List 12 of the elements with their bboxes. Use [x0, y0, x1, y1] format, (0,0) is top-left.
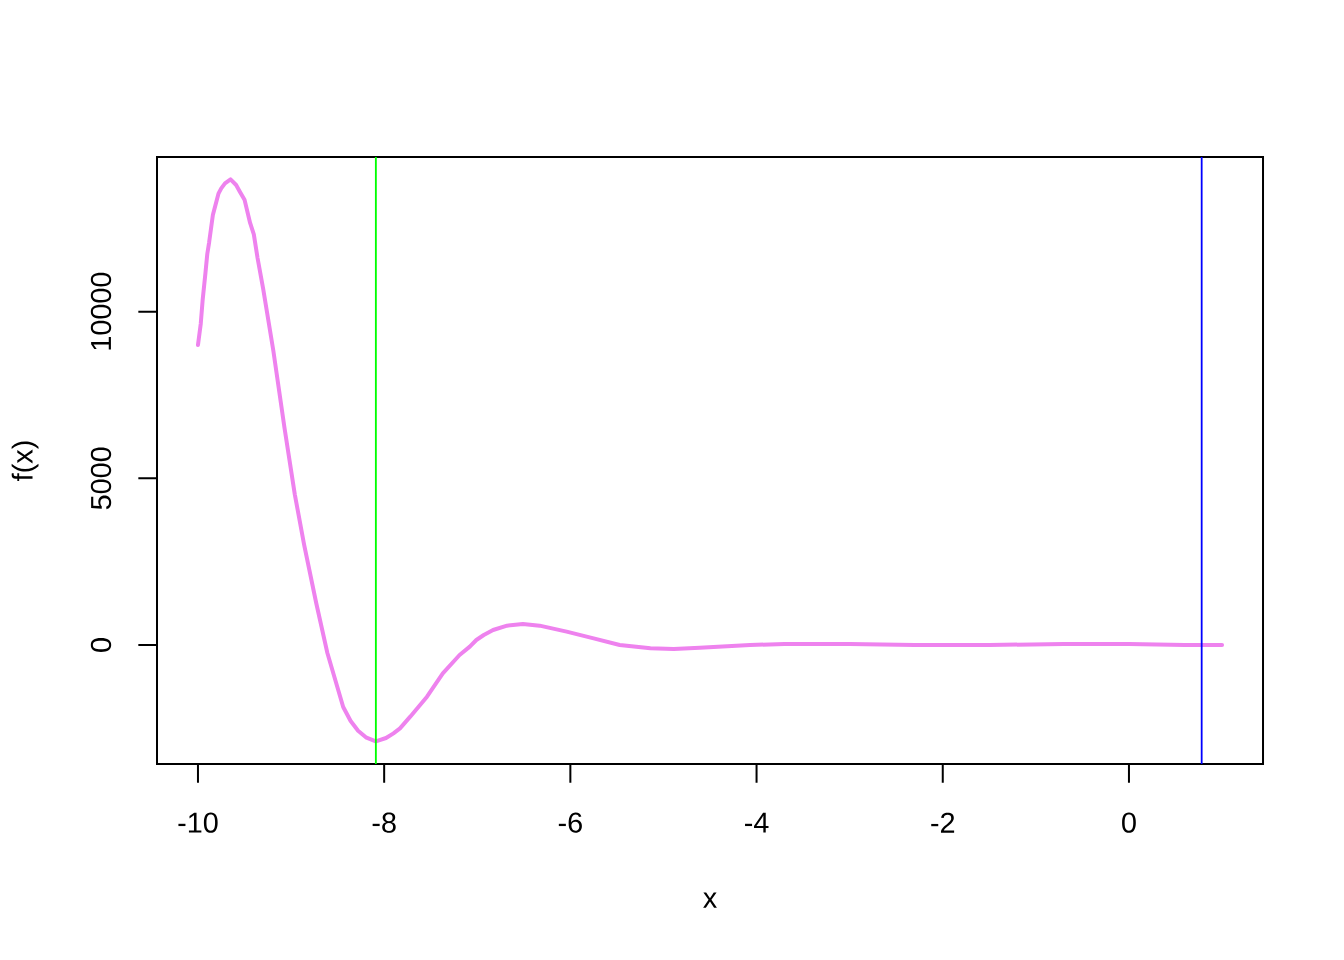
x-tick-label: -10	[178, 812, 218, 833]
y-tick-label: 5000	[90, 447, 112, 510]
line-series	[195, 177, 1225, 744]
x-tick-label: -4	[745, 812, 769, 833]
y-axis-title: f(x)	[11, 441, 39, 481]
x-tick-label: -8	[372, 812, 396, 833]
x-tick-label: -6	[558, 812, 582, 833]
y-tick-label: 10000	[90, 272, 112, 350]
y-tick-label: 0	[90, 638, 112, 652]
x-tick-label: -2	[931, 812, 955, 833]
x-tick-label: 0	[1122, 812, 1136, 833]
x-axis-title: x	[703, 892, 717, 908]
